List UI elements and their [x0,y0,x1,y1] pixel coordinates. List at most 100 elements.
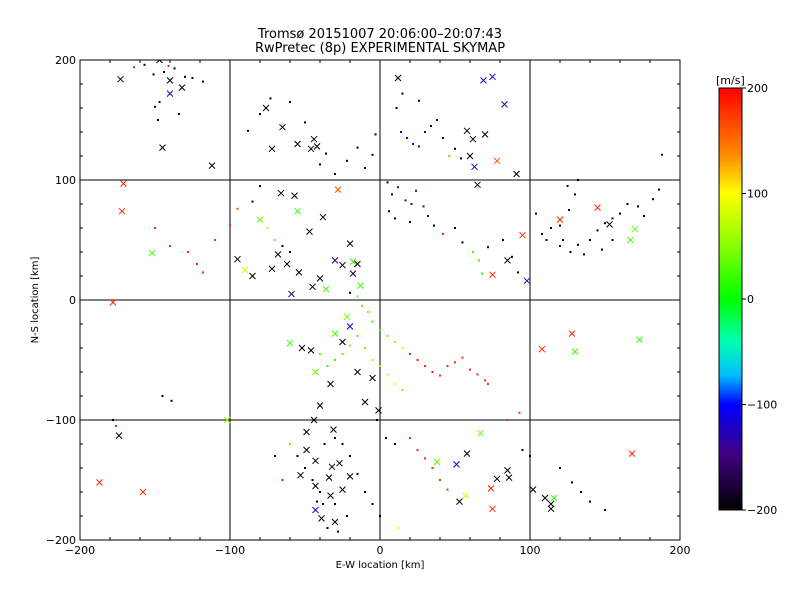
data-point-x [463,450,471,457]
data-point-dot [394,443,396,445]
data-point-dot [502,239,504,241]
data-point-dot [442,137,444,139]
data-point-x [505,474,513,481]
data-point-dot [562,239,564,241]
data-point-dot [214,239,216,241]
colorbar-tick-label: −100 [747,399,777,412]
data-point-dot [431,467,434,469]
data-point-dot [409,221,411,223]
data-point-x [339,338,346,346]
data-point-x [256,216,264,223]
data-point-dot [436,119,438,121]
data-point-x [319,213,327,221]
data-point-x [357,282,364,289]
data-point-dot [589,239,591,241]
data-point-x [312,482,319,490]
data-point-x [354,368,361,376]
data-point-dot [511,255,513,258]
data-point-dot [472,251,474,253]
data-point-dot [658,188,660,191]
data-point-dot [401,92,404,95]
data-point-dot [637,205,639,208]
data-point-x [541,494,549,502]
data-point-dot [424,457,426,460]
x-axis-label: E-W location [km] [336,560,425,571]
data-point-x [354,260,361,268]
data-point-dot [401,389,404,391]
data-point-x [234,255,241,263]
data-point-x [115,432,123,439]
data-point-x [477,429,484,437]
grid-lines [80,60,680,540]
data-point-dot [376,419,378,421]
data-point-dot [433,224,435,227]
data-point-dot [487,246,489,249]
data-point-dot [374,133,377,136]
data-point-x [312,368,319,376]
data-point-dot [424,365,426,367]
data-point-dot [386,181,389,184]
data-point-dot [170,399,173,402]
data-point-dot [319,491,321,493]
data-point-x [568,330,576,337]
data-point-x [312,457,319,465]
data-point-x [463,127,471,135]
data-point-x [394,74,402,82]
data-point-x [538,345,546,353]
data-point-x [339,261,346,269]
data-point-dot [446,365,449,367]
data-point-x [547,505,555,513]
data-point-dot [274,239,276,241]
data-point-dot [341,353,344,355]
y-tick-label: 200 [55,54,76,67]
data-point-dot [367,311,369,313]
data-point-dot [454,361,456,364]
data-point-dot [133,66,135,69]
data-point-x [96,479,103,486]
data-point-dot [143,63,146,66]
data-point-x [298,344,306,352]
data-point-x [166,90,174,97]
data-point-x [361,398,369,406]
data-point-x [628,450,636,457]
data-point-x [148,249,156,257]
data-point-dot [316,500,318,503]
data-point-dot [281,479,284,481]
data-point-x [262,104,270,112]
data-point-dot [395,107,398,109]
data-point-dot [424,131,426,133]
data-point-dot [364,491,366,493]
data-point-dot [611,239,614,241]
data-point-x [118,207,126,215]
data-point-dot [476,373,479,376]
data-point-dot [356,335,359,337]
data-point-x [453,461,460,468]
data-point-dot [404,199,407,202]
data-point-dot [311,479,314,481]
data-point-dot [431,371,434,373]
data-point-dot [577,243,579,246]
data-point-dot [356,146,359,149]
x-tick-label: −200 [65,544,95,557]
data-point-x [481,131,489,138]
data-point-dot [379,365,381,367]
data-point-dot [643,215,645,217]
data-point-x [547,500,555,508]
data-point-dot [167,65,170,67]
data-point-x [631,225,639,233]
colorbar [718,87,743,511]
data-point-x [606,221,613,228]
data-point-dot [397,186,399,189]
data-point-dot [583,253,585,256]
data-point-dot [439,374,441,377]
x-tick-labels: −200 −100 0 100 200 [65,544,691,557]
data-point-x [487,485,495,492]
data-point-x [462,492,469,499]
data-point-dot [115,425,117,427]
data-point-dot [274,455,276,457]
data-point-dot [394,383,396,385]
colorbar-tick-label: 100 [747,188,768,201]
data-point-x [277,189,285,197]
data-point-dot [304,121,306,124]
data-point-x [288,290,295,298]
